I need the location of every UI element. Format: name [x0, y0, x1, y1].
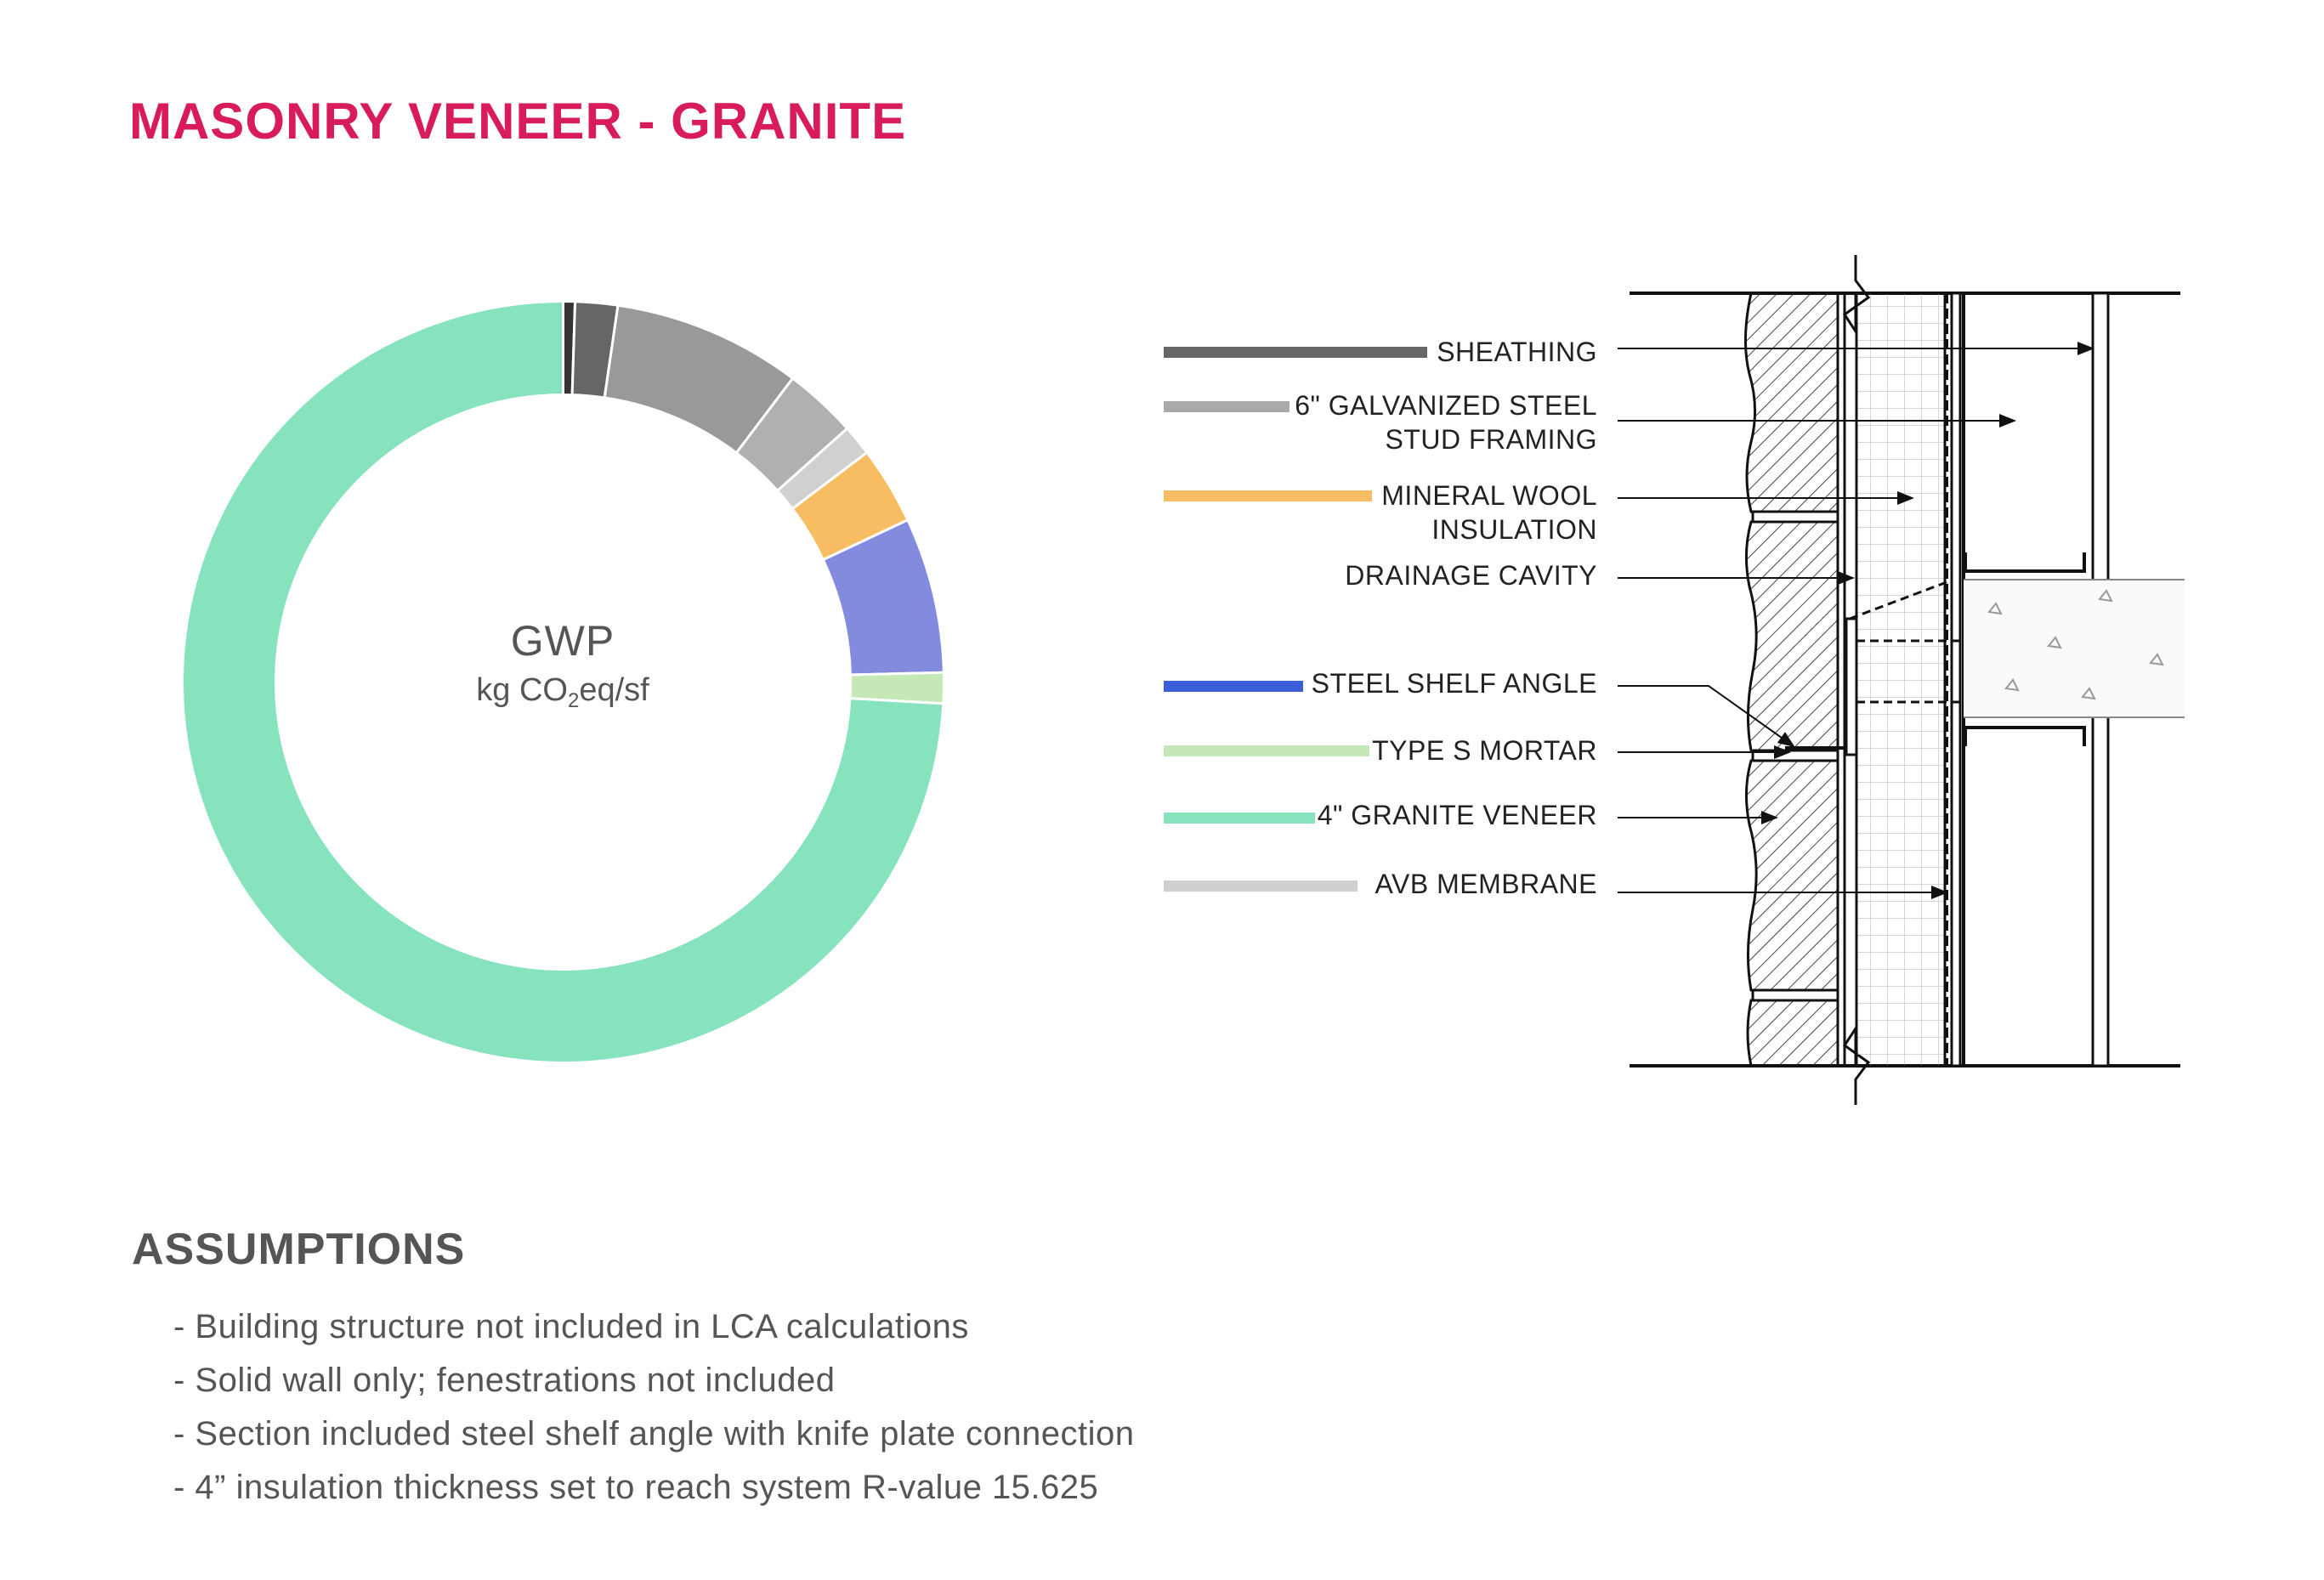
sheathing-board	[1952, 293, 1960, 1066]
granite-block-lower	[1746, 761, 1838, 990]
assumptions-list: - Building structure not included in LCA…	[173, 1300, 1134, 1515]
mortar-joint	[1753, 512, 1838, 522]
concrete-slab	[1964, 580, 2185, 717]
assumptions-title: ASSUMPTIONS	[132, 1224, 465, 1275]
mineral-wool-insulation	[1856, 293, 1945, 1066]
stud-track-upper	[1965, 552, 2084, 571]
assumption-item: - Building structure not included in LCA…	[173, 1300, 1134, 1354]
stud-track-lower	[1965, 728, 2084, 746]
mortar-joint	[1753, 990, 1838, 1000]
granite-block-bottom	[1748, 1000, 1838, 1066]
assumption-item: - Section included steel shelf angle wit…	[173, 1407, 1134, 1461]
assumption-item: - 4” insulation thickness set to reach s…	[173, 1461, 1134, 1515]
granite-block-upper	[1745, 293, 1838, 512]
knife-plate	[1846, 619, 1856, 755]
granite-block-middle	[1746, 522, 1838, 750]
assumption-item: - Solid wall only; fenestrations not inc…	[173, 1354, 1134, 1407]
